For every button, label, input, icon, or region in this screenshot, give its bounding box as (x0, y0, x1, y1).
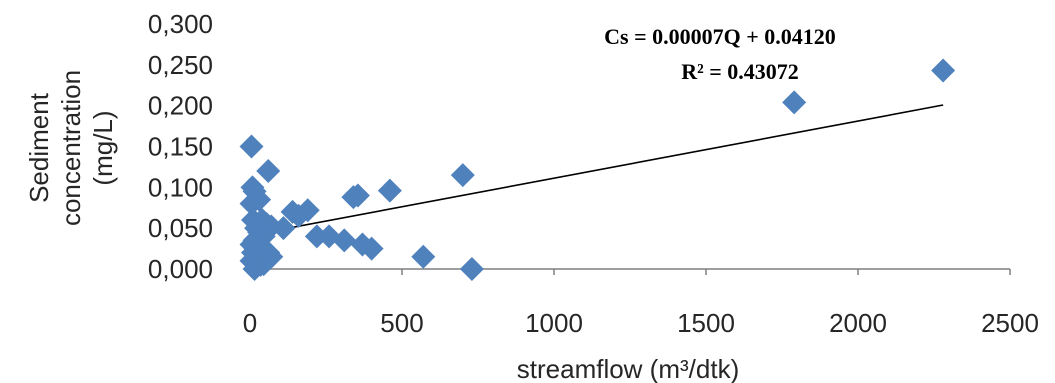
equation-annotation: Cs = 0.00007Q + 0.04120 (604, 24, 836, 49)
x-tick-label: 1000 (525, 308, 583, 338)
x-tick-marks (249, 269, 1011, 275)
data-point (332, 228, 357, 253)
y-axis-title-line-2: concentration (56, 70, 86, 226)
x-tick-label: 2000 (829, 308, 887, 338)
y-tick-label: 0,250 (148, 50, 213, 80)
y-tick-label: 0,000 (148, 254, 213, 284)
data-point (450, 163, 475, 188)
x-tick-label: 1500 (677, 308, 735, 338)
data-point (931, 58, 956, 83)
data-point (295, 198, 320, 223)
y-tick-label: 0,300 (148, 9, 213, 39)
y-axis-title: Sediment concentration (mg/L) (24, 70, 118, 226)
y-tick-label: 0,200 (148, 91, 213, 121)
data-point (248, 252, 273, 277)
r-squared-annotation: R² = 0.43072 (681, 59, 799, 84)
data-point (271, 216, 296, 241)
data-point (411, 244, 436, 269)
x-tick-labels: 0 500 1000 1500 2000 2500 (243, 308, 1039, 338)
data-point (459, 257, 484, 281)
y-tick-labels: 0,000 0,050 0,100 0,150 0,200 0,250 0,300 (148, 9, 213, 284)
data-point (239, 134, 264, 159)
x-tick-label: 500 (380, 308, 423, 338)
y-tick-label: 0,150 (148, 132, 213, 162)
data-point (239, 191, 264, 216)
y-axis-title-line-1: Sediment (24, 92, 54, 203)
data-point (304, 224, 329, 249)
y-tick-label: 0,050 (148, 213, 213, 243)
x-tick-label: 0 (243, 308, 257, 338)
data-point (782, 90, 807, 115)
data-point (256, 159, 281, 183)
y-axis-title-line-3: (mg/L) (88, 110, 118, 185)
x-axis-title: streamflow (m³/dtk) (517, 354, 739, 383)
data-points (239, 58, 956, 281)
data-point (345, 183, 370, 208)
x-tick-label: 2500 (981, 308, 1039, 338)
trendline (249, 104, 944, 237)
data-point (359, 236, 384, 261)
y-tick-label: 0,100 (148, 172, 213, 202)
data-point (377, 178, 402, 203)
